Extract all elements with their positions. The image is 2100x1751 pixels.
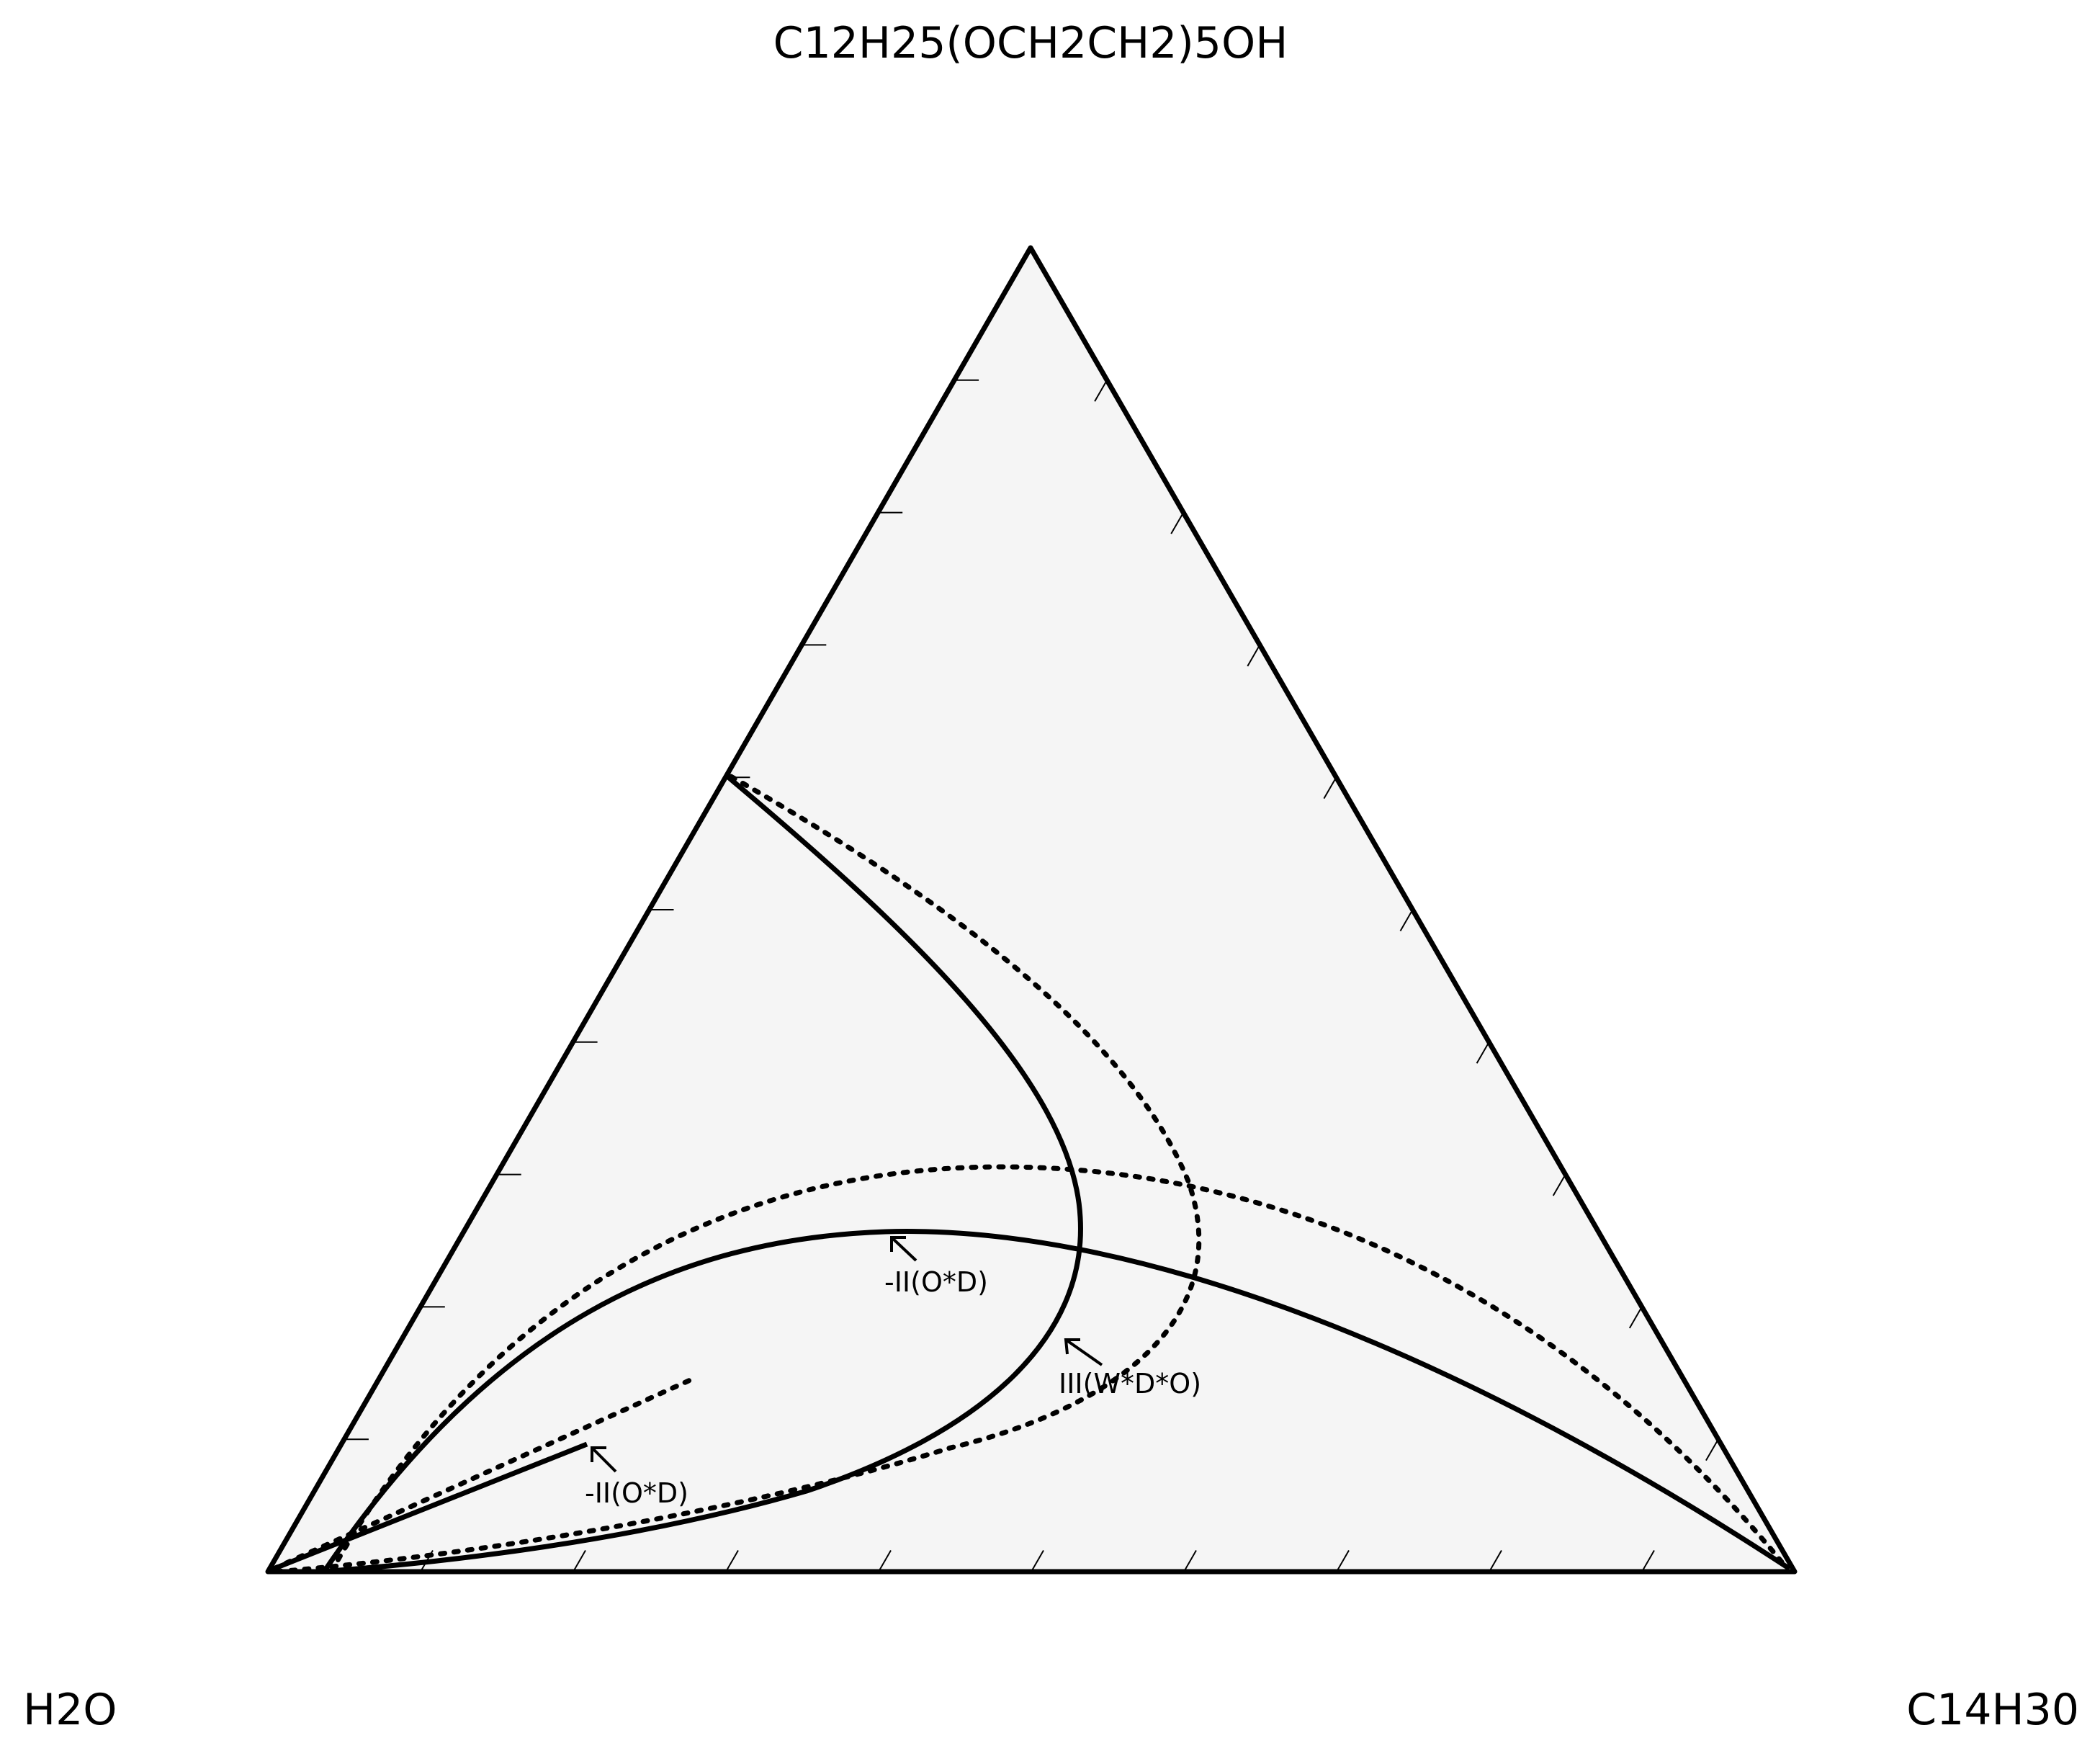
vertex-label-top: C12H25(OCH2CH2)5OH bbox=[773, 18, 1288, 68]
tick-right-edge bbox=[1552, 1174, 1566, 1196]
tick-right-edge bbox=[1705, 1438, 1719, 1461]
phase-boundary-iii-solid bbox=[320, 774, 1083, 1575]
vertex-label-left: H2O bbox=[23, 1685, 117, 1735]
tick-right-edge bbox=[1628, 1306, 1643, 1329]
arrow-icon bbox=[1064, 1338, 1103, 1366]
tick-bottom-edge bbox=[1183, 1550, 1197, 1572]
arrow-icon bbox=[890, 1236, 917, 1262]
tick-bottom-edge bbox=[1489, 1550, 1502, 1572]
tick-right-edge bbox=[1170, 512, 1185, 534]
arrow-icon bbox=[591, 1446, 617, 1473]
tick-bottom-edge bbox=[1031, 1550, 1044, 1572]
tick-right-edge bbox=[1399, 909, 1414, 931]
phase-boundary-short-solid bbox=[269, 1441, 588, 1573]
tick-bottom-edge bbox=[1336, 1550, 1350, 1572]
tick-right-edge bbox=[1476, 1042, 1490, 1064]
annotation-iii: III(W*D*O) bbox=[1059, 1368, 1201, 1400]
tick-bottom-edge bbox=[573, 1550, 586, 1572]
tick-bottom-edge bbox=[725, 1550, 739, 1572]
tick-bottom-edge bbox=[1641, 1550, 1655, 1572]
tick-right-edge bbox=[1247, 644, 1261, 667]
phase-boundary-ii-dotted bbox=[328, 1164, 1789, 1575]
tick-right-edge bbox=[1094, 380, 1108, 402]
phase-boundary-iii-dotted bbox=[274, 774, 1202, 1575]
tick-right-edge bbox=[1323, 776, 1337, 800]
annotation-ii-upper: -II(O*D) bbox=[884, 1266, 988, 1298]
phase-boundary-ii-solid bbox=[322, 1229, 1791, 1573]
tick-bottom-edge bbox=[878, 1550, 892, 1572]
vertex-label-right: C14H30 bbox=[1906, 1685, 2079, 1735]
annotation-ii-lower: -II(O*D) bbox=[585, 1477, 688, 1509]
phase-boundary-short-dotted bbox=[271, 1375, 698, 1572]
tick-marks bbox=[344, 379, 1719, 1572]
